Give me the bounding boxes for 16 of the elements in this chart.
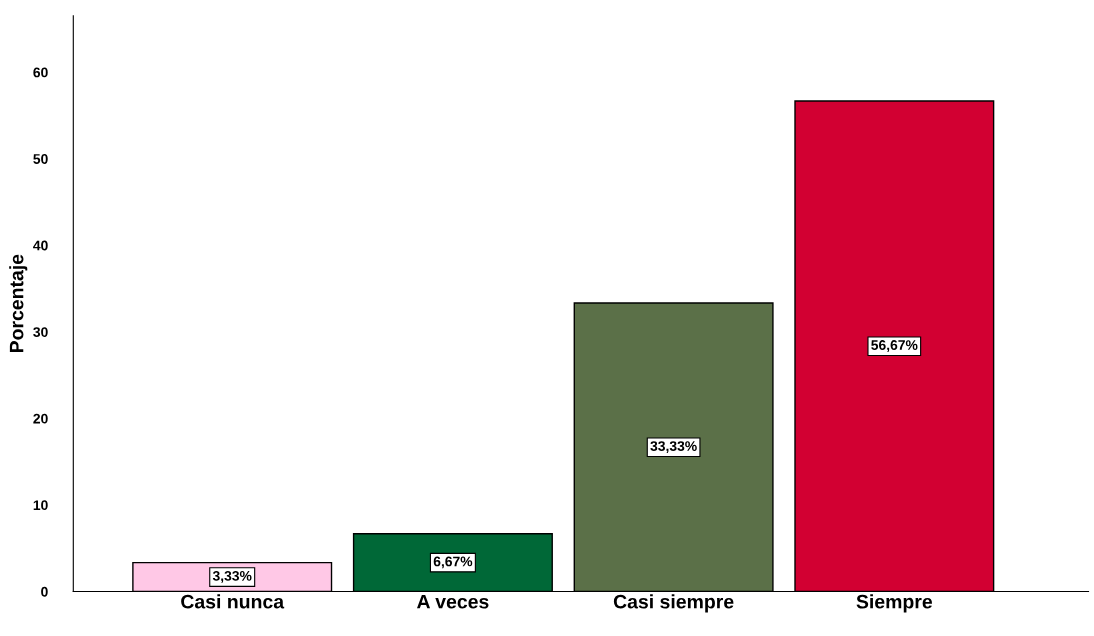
y-tick-label: 40 [33, 240, 48, 251]
y-tick-label: 60 [33, 67, 48, 78]
y-tick-label: 0 [41, 586, 48, 597]
y-tick-label: 20 [33, 413, 48, 424]
data-label: 56,67% [871, 340, 918, 352]
x-tick-label: A veces [417, 594, 489, 609]
data-label: 33,33% [650, 441, 697, 453]
x-tick-label: Siempre [856, 594, 933, 613]
y-tick-label: 50 [33, 154, 48, 164]
y-axis-title: Porcentaje [9, 254, 28, 353]
data-label: 3,33% [212, 570, 252, 583]
y-tick-label: 30 [33, 327, 48, 338]
x-tick-label: Casi nunca [181, 594, 285, 609]
data-label: 6,67% [433, 556, 473, 569]
x-tick-label: Casi siempre [613, 594, 734, 613]
y-tick-label: 10 [33, 500, 48, 511]
